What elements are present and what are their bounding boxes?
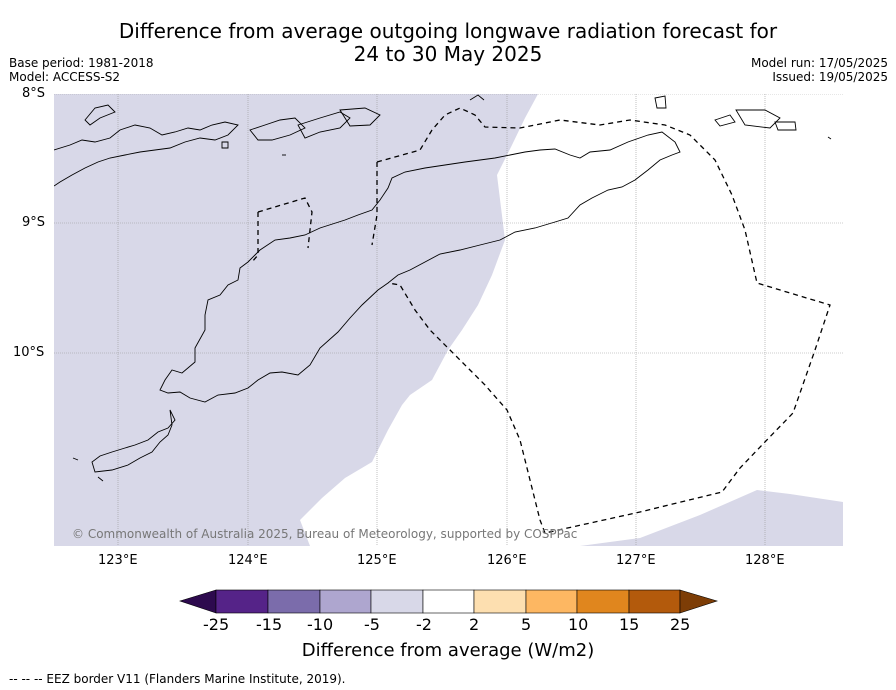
cb-tick-2: -10 [307, 615, 334, 634]
colorbar [179, 589, 719, 614]
colorbar-title: Difference from average (W/m2) [301, 640, 595, 661]
colorbar-bin-9 [628, 589, 681, 614]
colorbar-max-triangle [679, 589, 719, 614]
lon-label-123e: 123°E [98, 553, 138, 568]
cb-tick-0: -25 [203, 615, 230, 634]
eez-legend: -- -- -- EEZ border V11 (Flanders Marine… [9, 672, 346, 686]
issued-date: Issued: 19/05/2025 [772, 70, 888, 84]
colorbar-bin-2 [267, 589, 321, 614]
anomaly-region-southeast [580, 490, 843, 546]
eez-border [251, 107, 831, 534]
cb-tick-5: 2 [469, 615, 480, 634]
lon-label-125e: 125°E [357, 553, 397, 568]
flores-coast [54, 121, 239, 187]
colorbar-min-triangle [179, 589, 217, 614]
lon-label-126e: 126°E [487, 553, 527, 568]
lat-label-8s: 8°S [22, 86, 46, 101]
model-name: Model: ACCESS-S2 [9, 70, 121, 84]
title-line-2: 24 to 30 May 2025 [353, 42, 543, 66]
model-run: Model run: 17/05/2025 [750, 56, 888, 70]
colorbar-bin-1 [215, 589, 269, 614]
colorbar-bin-7 [525, 589, 578, 614]
colorbar-bin-3 [319, 589, 372, 614]
cb-tick-3: -5 [364, 615, 380, 634]
cb-tick-4: -2 [416, 615, 432, 634]
lon-label-124e: 124°E [228, 553, 268, 568]
title-line-1: Difference from average outgoing longwav… [118, 19, 778, 43]
colorbar-bin-8 [576, 589, 630, 614]
roti-coast [91, 409, 176, 473]
colorbar-bin-5 [422, 589, 475, 614]
lat-label-9s: 9°S [22, 215, 46, 230]
anomaly-region-west [54, 94, 538, 546]
base-period: Base period: 1981-2018 [9, 56, 154, 70]
cb-tick-8: 15 [619, 615, 640, 634]
cb-tick-1: -15 [256, 615, 283, 634]
colorbar-bin-6 [473, 589, 527, 614]
lon-label-127e: 127°E [616, 553, 656, 568]
lon-label-128e: 128°E [745, 553, 785, 568]
colorbar-bin-4 [370, 589, 424, 614]
cb-tick-6: 5 [521, 615, 532, 634]
lat-label-10s: 10°S [13, 345, 45, 360]
copyright-note: © Commonwealth of Australia 2025, Bureau… [72, 527, 578, 541]
gridlines [54, 94, 843, 546]
chart-title: Difference from average outgoing longwav… [0, 20, 896, 66]
cb-tick-7: 10 [568, 615, 589, 634]
timor-coast [159, 131, 681, 403]
coastlines [54, 94, 832, 482]
cb-tick-9: 25 [670, 615, 691, 634]
